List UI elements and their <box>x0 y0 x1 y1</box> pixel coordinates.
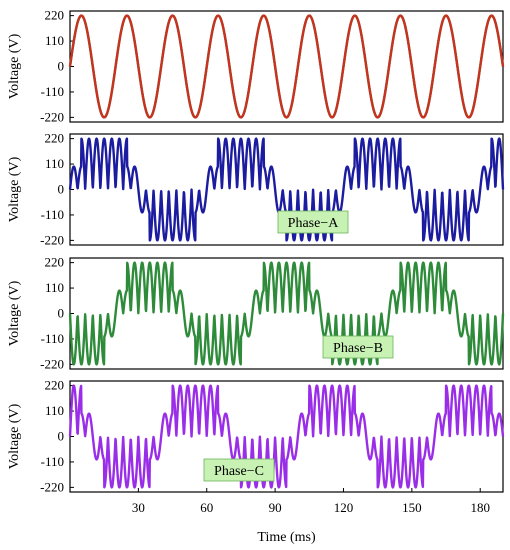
y-tick-label: 110 <box>45 156 64 171</box>
x-tick-label: 120 <box>334 500 354 515</box>
panel-4: 220 110 0 -110 -220 Voltage (V) Phase−C <box>7 378 505 494</box>
y-tick-label: 220 <box>45 255 65 270</box>
y-axis-label: Voltage (V) <box>7 156 22 222</box>
y-axis-label: Voltage (V) <box>7 280 22 346</box>
phase-label-box <box>277 210 349 234</box>
y-tick-label: -220 <box>40 109 64 124</box>
plot-frame <box>69 257 504 370</box>
x-tick-label: 60 <box>200 500 213 515</box>
series-line-1 <box>68 261 505 366</box>
y-tick-label: -220 <box>40 232 64 247</box>
y-tick-label: 220 <box>45 8 65 23</box>
y-tick-label: -110 <box>41 331 64 346</box>
phase-label: Phase−C <box>214 464 264 479</box>
phase-label-box <box>322 335 394 359</box>
x-tick-label: 150 <box>402 500 422 515</box>
plot-frame <box>69 10 504 123</box>
y-tick-label: 0 <box>58 182 65 197</box>
y-tick-label: 0 <box>58 429 65 444</box>
y-tick-label: -110 <box>41 84 64 99</box>
series-line-1 <box>68 14 505 119</box>
phase-label: Phase−A <box>288 216 340 231</box>
series-line-1 <box>68 137 505 242</box>
x-tick-label: 180 <box>470 500 490 515</box>
y-tick-label: 110 <box>45 33 64 48</box>
panel-1: 220 110 0 -110 -220 Voltage (V) <box>7 8 505 124</box>
y-tick-label: 110 <box>45 280 64 295</box>
phase-label-box <box>203 458 275 482</box>
y-tick-label: 220 <box>45 131 65 146</box>
panel-3: 220 110 0 -110 -220 Voltage (V) Phase−B <box>7 255 505 371</box>
y-tick-label: -110 <box>41 454 64 469</box>
y-axis-label: Voltage (V) <box>7 403 22 469</box>
series-line-1 <box>68 384 505 489</box>
x-axis-label: Time (ms) <box>257 530 316 545</box>
y-tick-label: 0 <box>58 306 65 321</box>
y-tick-label: -220 <box>40 479 64 494</box>
y-tick-label: -220 <box>40 356 64 371</box>
phase-label: Phase−B <box>333 341 383 356</box>
y-tick-label: 220 <box>45 378 65 393</box>
y-tick-label: 110 <box>45 403 64 418</box>
series-line-2 <box>68 14 505 119</box>
x-tick-label: 90 <box>269 500 282 515</box>
y-tick-label: 0 <box>58 59 65 74</box>
panel-2: 220 110 0 -110 -220 Voltage (V) Phase−A <box>7 131 505 247</box>
x-tick-label: 30 <box>132 500 145 515</box>
y-tick-label: -110 <box>41 207 64 222</box>
y-axis-label: Voltage (V) <box>7 33 22 99</box>
